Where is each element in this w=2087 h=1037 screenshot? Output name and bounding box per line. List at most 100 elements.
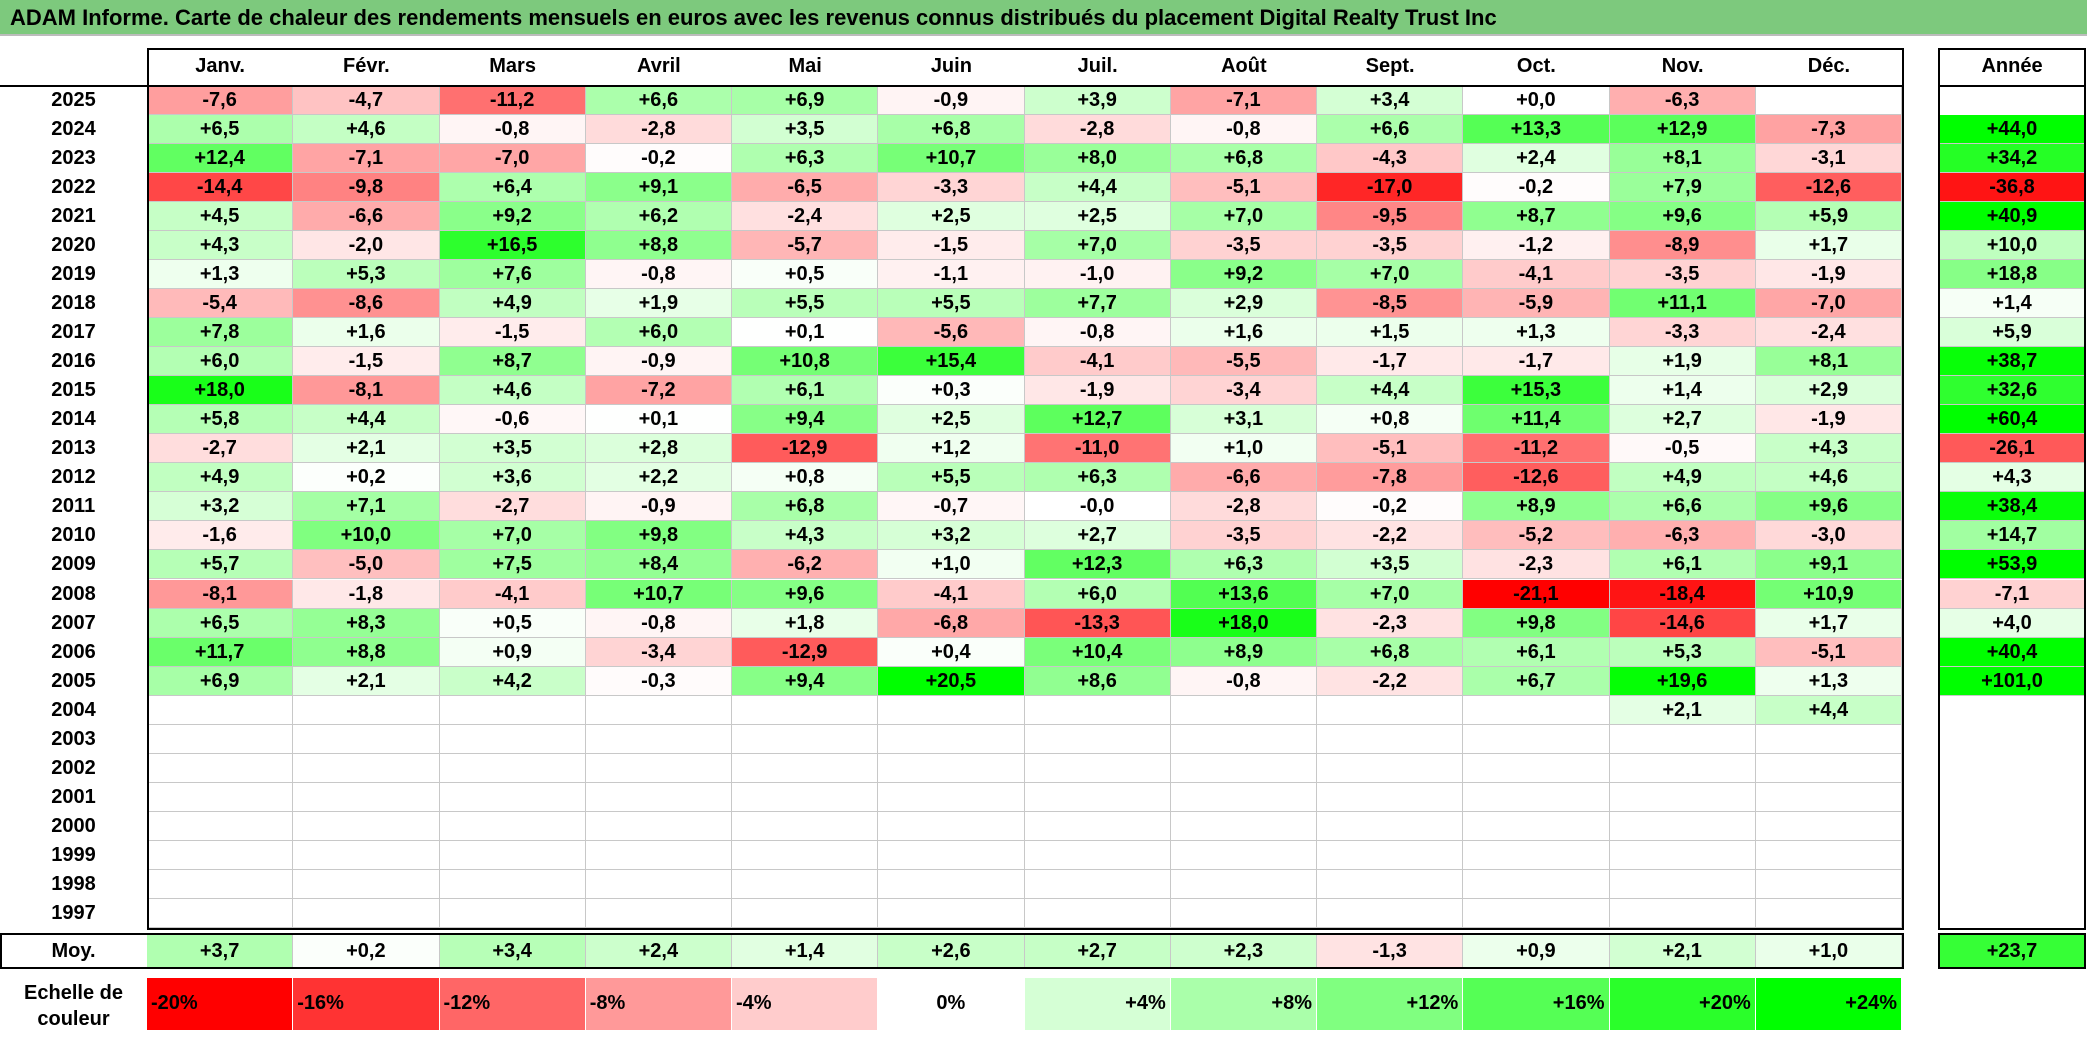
heatmap-cell: +6,3 (732, 144, 879, 174)
heatmap-cell (147, 811, 294, 841)
row-year-label: 2025 (51, 89, 96, 111)
heatmap-cell: +6,3 (1170, 550, 1317, 580)
year-total-cell (1940, 811, 2084, 841)
column-header: Oct. (1516, 55, 1556, 77)
heatmap-cell: -13,3 (1024, 608, 1171, 638)
heatmap-cell: +3,5 (732, 115, 879, 145)
heatmap-cell: +9,8 (585, 521, 732, 551)
legend-swatch: -20% (147, 978, 294, 1030)
heatmap-cell: +10,4 (1024, 637, 1171, 667)
heatmap-cell (732, 898, 879, 928)
heatmap-cell (147, 753, 294, 783)
heatmap-cell (1170, 898, 1317, 928)
heatmap-cell: -5,9 (1463, 289, 1610, 319)
heatmap-cell (1609, 869, 1756, 899)
heatmap-cell (1317, 695, 1464, 725)
heatmap-cell (732, 753, 879, 783)
heatmap-cell (439, 782, 586, 812)
heatmap-cell: -0,9 (585, 492, 732, 522)
heatmap-cell: +5,5 (878, 289, 1025, 319)
heatmap-cell: -4,1 (1463, 260, 1610, 290)
heatmap-cell (1755, 86, 1902, 116)
heatmap-cell: +1,7 (1755, 231, 1902, 261)
heatmap-cell: +3,5 (1317, 550, 1464, 580)
heatmap-cell: +5,9 (1755, 202, 1902, 232)
heatmap-cell: -5,1 (1170, 173, 1317, 203)
heatmap-cell: +19,6 (1609, 666, 1756, 696)
heatmap-cell: -1,9 (1024, 376, 1171, 406)
heatmap-cell: -2,8 (585, 115, 732, 145)
heatmap-cell: +7,0 (439, 521, 586, 551)
year-total-cell (1940, 724, 2084, 754)
heatmap-cell: -11,2 (1463, 434, 1610, 464)
row-year-label: 2005 (51, 669, 96, 692)
heatmap-cell: -3,4 (585, 637, 732, 667)
heatmap-cell: -6,3 (1609, 521, 1756, 551)
year-total-cell (1940, 782, 2084, 812)
heatmap-cell: +6,1 (732, 376, 879, 406)
heatmap-cell (1317, 811, 1464, 841)
heatmap-cell (1024, 695, 1171, 725)
heatmap-cell: -1,8 (293, 579, 440, 609)
year-total-cell: +14,7 (1940, 521, 2084, 551)
heatmap-cell: +8,8 (293, 637, 440, 667)
row-year-label: 2022 (51, 176, 96, 199)
heatmap-cell: +2,7 (1609, 405, 1756, 435)
heatmap-cell (293, 782, 440, 812)
heatmap-cell: +12,7 (1024, 405, 1171, 435)
year-total-header: Année (1981, 55, 2043, 77)
heatmap-cell: +9,6 (1755, 492, 1902, 522)
average-cell: +2,1 (1609, 935, 1756, 967)
heatmap-cell (1024, 753, 1171, 783)
heatmap-cell: -8,1 (293, 376, 440, 406)
heatmap-cell: +11,7 (147, 637, 294, 667)
row-year-label: 2008 (51, 582, 96, 605)
heatmap-cell: +8,7 (439, 347, 586, 377)
heatmap-cell (1609, 840, 1756, 870)
legend-swatch: -8% (585, 978, 732, 1030)
heatmap-cell: -8,5 (1317, 289, 1464, 319)
heatmap-cell (293, 724, 440, 754)
heatmap-cell (878, 840, 1025, 870)
heatmap-cell: +9,2 (1170, 260, 1317, 290)
heatmap-cell: +4,6 (293, 115, 440, 145)
heatmap-cell: +1,9 (585, 289, 732, 319)
year-total-cell: +60,4 (1940, 405, 2084, 435)
heatmap-cell (147, 695, 294, 725)
heatmap-cell: -2,3 (1317, 608, 1464, 638)
row-year-label: 2001 (51, 785, 96, 808)
heatmap-cell: +5,3 (293, 260, 440, 290)
heatmap-cell (1755, 782, 1902, 812)
heatmap-cell: +4,4 (1024, 173, 1171, 203)
heatmap-cell: +0,5 (439, 608, 586, 638)
legend-swatch: +24% (1755, 978, 1902, 1030)
legend-swatch: +4% (1024, 978, 1171, 1030)
heatmap-cell: +3,4 (1317, 86, 1464, 116)
heatmap-cell: -2,2 (1317, 521, 1464, 551)
heatmap-cell (293, 811, 440, 841)
heatmap-cell: -2,4 (1755, 318, 1902, 348)
heatmap-cell: -5,5 (1170, 347, 1317, 377)
heatmap-cell (732, 724, 879, 754)
year-total-cell: +44,0 (1940, 115, 2084, 145)
legend-swatch: -4% (732, 978, 879, 1030)
heatmap-cell: +8,4 (585, 550, 732, 580)
heatmap-cell: +6,1 (1463, 637, 1610, 667)
heatmap-cell (1024, 724, 1171, 754)
heatmap-cell: -2,0 (293, 231, 440, 261)
heatmap-cell: +5,5 (732, 289, 879, 319)
heatmap-cell (878, 724, 1025, 754)
heatmap-cell: -0,9 (878, 86, 1025, 116)
heatmap-cell: -7,3 (1755, 115, 1902, 145)
row-year-label: 2002 (51, 756, 96, 779)
heatmap-cell (585, 898, 732, 928)
row-year-label: 1997 (51, 901, 96, 924)
heatmap-cell: -0,8 (1170, 666, 1317, 696)
heatmap-cell: +1,7 (1755, 608, 1902, 638)
heatmap-cell (147, 724, 294, 754)
year-total-cell: +32,6 (1940, 376, 2084, 406)
year-total-cell: +38,4 (1940, 492, 2084, 522)
heatmap-cell (439, 840, 586, 870)
column-header: Août (1221, 55, 1267, 77)
year-total-cell: +4,0 (1940, 608, 2084, 638)
